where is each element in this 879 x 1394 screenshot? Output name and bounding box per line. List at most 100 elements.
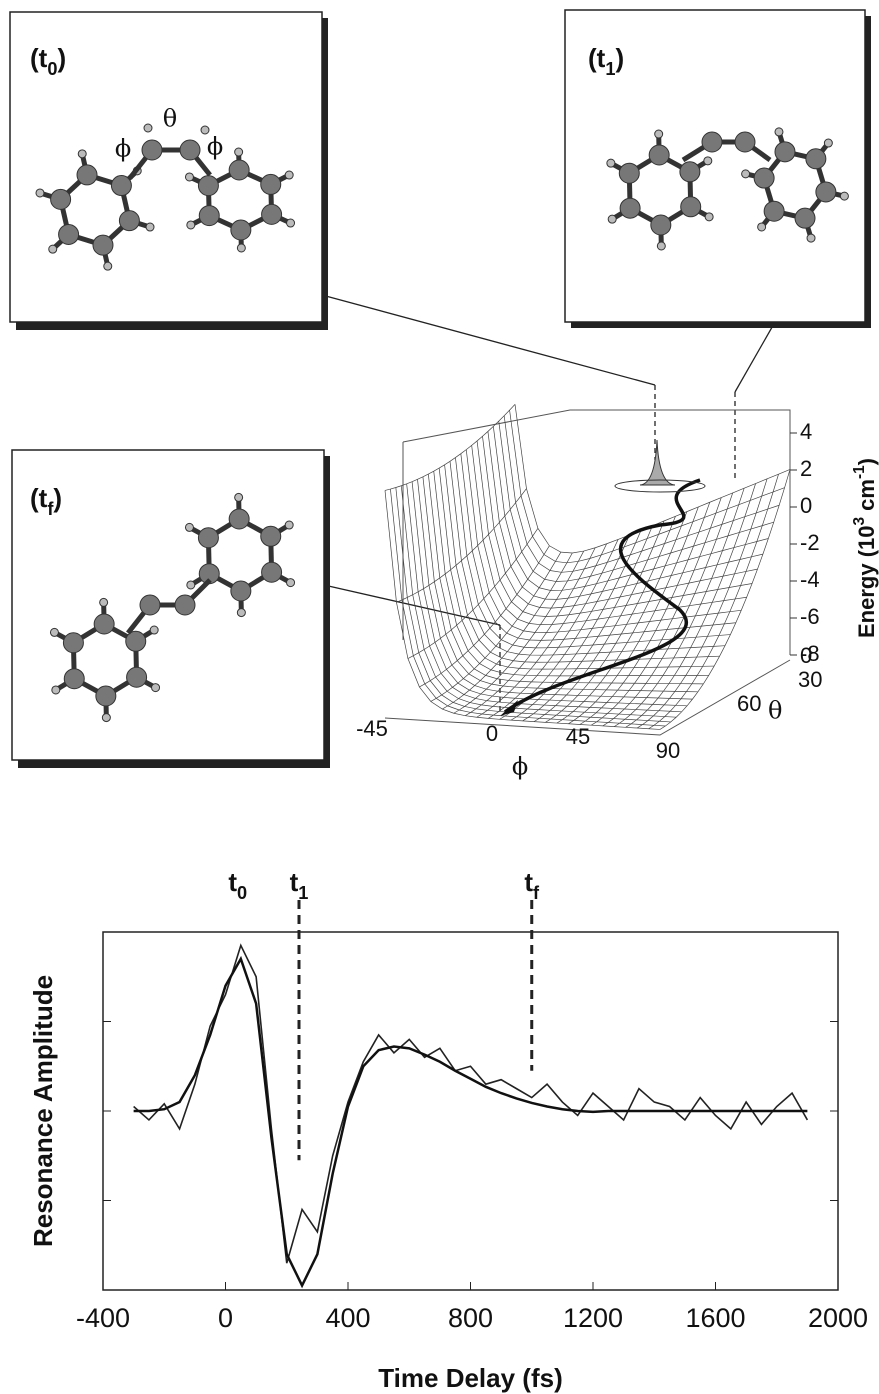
atom xyxy=(753,167,775,189)
annotation-part: 1 xyxy=(298,883,308,903)
angle-label: ϕ xyxy=(207,133,223,161)
atom xyxy=(49,627,59,637)
phi-label: ϕ xyxy=(512,753,528,781)
panel-t0 xyxy=(9,11,323,323)
atom xyxy=(261,561,283,583)
atom xyxy=(815,181,837,203)
panel-label: (t0) xyxy=(30,43,66,79)
box-edge xyxy=(402,409,791,655)
x-tick-label: 1600 xyxy=(685,1303,745,1333)
z-axis-label-part: cm xyxy=(854,479,879,517)
x-tick-label: 400 xyxy=(325,1303,370,1333)
atom xyxy=(774,141,796,163)
connector xyxy=(321,294,656,386)
annotation: tf xyxy=(524,867,540,903)
atom xyxy=(286,578,296,588)
panel-label: (t1) xyxy=(588,43,624,79)
z-axis-label: Energy (103 cm-1) xyxy=(851,458,879,638)
atom xyxy=(95,685,117,707)
atom xyxy=(110,175,132,197)
atom xyxy=(236,608,246,618)
atom xyxy=(125,630,147,652)
trajectory-arrow xyxy=(500,700,518,716)
atom xyxy=(236,243,246,253)
line-series xyxy=(133,955,808,1289)
atom xyxy=(704,212,714,222)
mesh-line xyxy=(579,502,711,725)
phi-tick-label: 0 xyxy=(486,721,498,746)
theta-tick-label: 30 xyxy=(798,667,822,692)
atom xyxy=(234,147,244,157)
theta-tick-label: 60 xyxy=(737,691,761,716)
z-axis-label-part: -1 xyxy=(851,465,868,479)
atom xyxy=(741,169,751,179)
theta-label: θ xyxy=(768,697,782,725)
atom xyxy=(648,144,670,166)
atom xyxy=(701,131,723,153)
atom xyxy=(805,148,827,170)
annotation: t1 xyxy=(290,867,309,903)
atom xyxy=(680,196,702,218)
mesh-line xyxy=(487,431,763,600)
atom xyxy=(650,214,672,236)
panel-label-part: ) xyxy=(615,43,624,73)
mesh-line xyxy=(384,404,516,491)
x-tick-label: 2000 xyxy=(808,1303,868,1333)
atom xyxy=(92,234,114,256)
mesh-line xyxy=(648,474,779,730)
y-axis-label: Resonance Amplitude xyxy=(28,975,58,1247)
atom xyxy=(654,129,664,139)
atom xyxy=(186,220,196,230)
z-tick-label: -6 xyxy=(800,604,820,629)
atom xyxy=(35,188,45,198)
panel-label-part: 1 xyxy=(605,59,615,79)
atom xyxy=(50,188,72,210)
z-tick-label: -2 xyxy=(800,530,820,555)
atom xyxy=(77,149,87,159)
panel-label-part: ) xyxy=(57,43,66,73)
atom xyxy=(260,525,282,547)
atom xyxy=(200,125,210,135)
z-tick-label: -8 xyxy=(800,641,820,666)
atom xyxy=(618,162,640,184)
atom xyxy=(101,713,111,723)
z-tick-label: 0 xyxy=(800,493,812,518)
atom xyxy=(184,522,194,532)
panel-label-part: 0 xyxy=(47,59,57,79)
atom xyxy=(149,625,159,635)
atom xyxy=(62,632,84,654)
annotation-part: 0 xyxy=(237,883,247,903)
line-chart: -400 0 400 800 1200 1600 2000 Time Delay (fs) Re… xyxy=(28,867,868,1393)
atom xyxy=(48,244,58,254)
mesh-line xyxy=(533,520,665,722)
atom xyxy=(261,203,283,225)
z-tick-label: 4 xyxy=(800,419,812,444)
x-tick-label: 1200 xyxy=(563,1303,623,1333)
atom xyxy=(230,219,252,241)
atom xyxy=(99,597,109,607)
box-edge xyxy=(384,659,791,736)
mesh-line xyxy=(636,478,768,729)
atom xyxy=(58,223,80,245)
atom xyxy=(619,197,641,219)
annotation: t0 xyxy=(228,867,247,903)
z-tick-label: -4 xyxy=(800,567,820,592)
atom xyxy=(179,139,201,161)
atom xyxy=(234,492,244,502)
atom xyxy=(186,580,196,590)
atom xyxy=(823,138,833,148)
panel-label-part: f xyxy=(47,499,54,519)
phi-tick-label: 90 xyxy=(656,738,680,763)
atom xyxy=(734,131,756,153)
atom xyxy=(839,191,849,201)
theta-tick-label: 0 xyxy=(800,643,812,668)
line-series xyxy=(133,943,809,1264)
connector xyxy=(734,321,776,393)
z-axis-label-part: 3 xyxy=(851,517,868,526)
atom xyxy=(763,200,785,222)
mesh-line xyxy=(659,469,791,730)
atom xyxy=(139,594,161,616)
mesh-line xyxy=(509,410,785,564)
mesh-line xyxy=(625,483,756,728)
